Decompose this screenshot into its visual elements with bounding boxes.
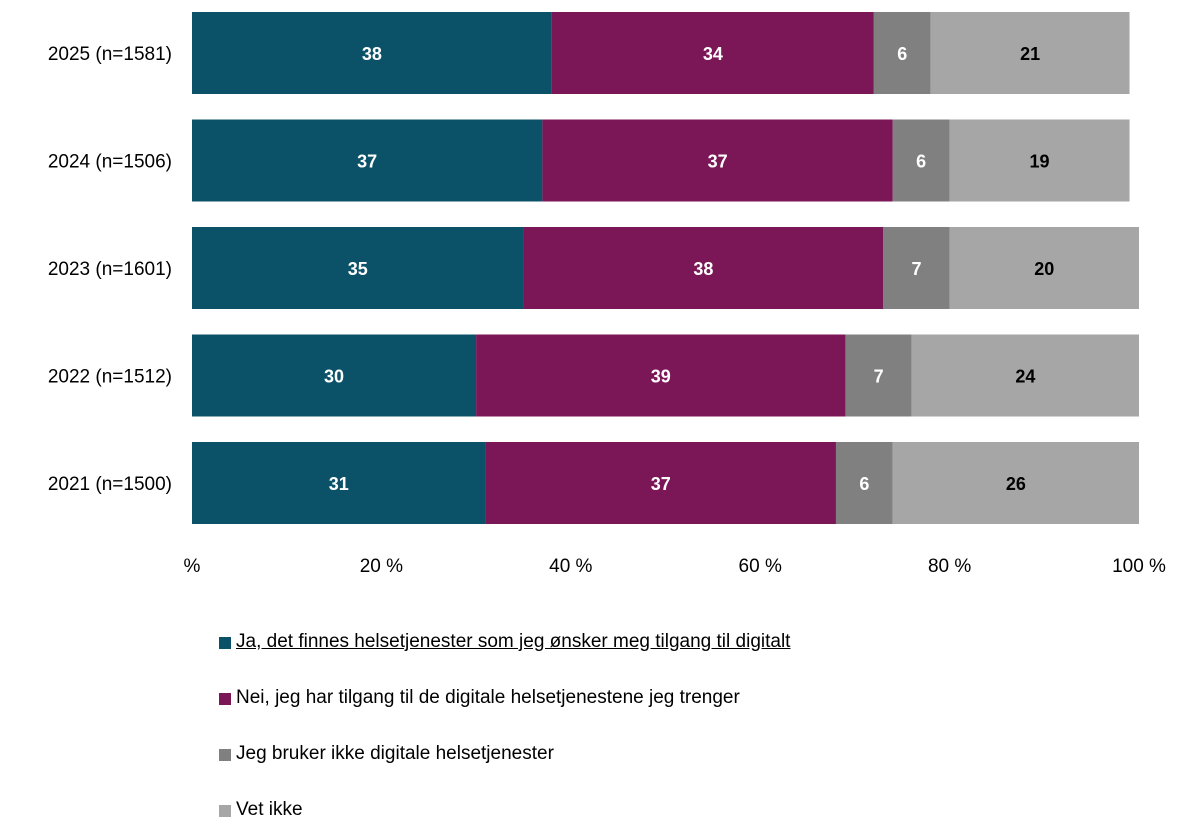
- category-label: 2024 (n=1506): [48, 152, 172, 173]
- bar-segment: [192, 119, 543, 202]
- data-label: 37: [357, 152, 377, 172]
- x-tick-label: 100 %: [1112, 556, 1166, 577]
- data-label: 39: [651, 367, 671, 387]
- bar-segment: [192, 334, 477, 417]
- bar-segment: [949, 227, 1139, 309]
- bar-segment: [835, 442, 893, 524]
- bar-segment: [892, 119, 950, 202]
- bar-segment: [192, 227, 524, 309]
- legend-swatch: [219, 637, 231, 649]
- bar-segment: [192, 442, 486, 524]
- category-label: 2022 (n=1512): [48, 367, 172, 388]
- data-label: 34: [703, 44, 723, 64]
- stacked-bar-chart: 2025 (n=1581) 38 34 6 21 2024 (n=1506) 37 37 6 19…: [48, 12, 1166, 577]
- data-label: 35: [348, 259, 368, 279]
- data-label: 7: [874, 367, 884, 387]
- legend-label: Nei, jeg har tilgang til de digitale hel…: [236, 687, 740, 708]
- x-tick-label: 80 %: [928, 556, 971, 577]
- legend-item: Ja, det finnes helsetjenester som jeg øn…: [219, 614, 790, 670]
- data-label: 26: [1006, 474, 1026, 494]
- data-label: 37: [708, 152, 728, 172]
- category-label: 2025 (n=1581): [48, 44, 172, 65]
- x-tick-label: %: [184, 556, 201, 577]
- x-tick-label: 60 %: [739, 556, 782, 577]
- bar-segment: [192, 12, 552, 94]
- data-label: 24: [1015, 367, 1035, 387]
- data-label: 20: [1034, 259, 1054, 279]
- category-label: 2023 (n=1601): [48, 259, 172, 280]
- bar-segment: [873, 12, 931, 94]
- legend-swatch: [219, 749, 231, 761]
- bar-segment: [845, 334, 912, 417]
- x-tick-label: 40 %: [549, 556, 592, 577]
- data-label: 6: [916, 152, 926, 172]
- bar-segment: [551, 12, 874, 94]
- bar-segment: [949, 119, 1130, 202]
- legend-label: Ja, det finnes helsetjenester som jeg øn…: [236, 631, 791, 652]
- legend-label: Vet ikke: [236, 799, 303, 820]
- bar-segment: [542, 119, 893, 202]
- data-label: 6: [897, 44, 907, 64]
- bar-segment: [930, 12, 1130, 94]
- data-label: 21: [1020, 44, 1040, 64]
- data-label: 38: [693, 259, 713, 279]
- legend: Ja, det finnes helsetjenester som jeg øn…: [219, 614, 790, 838]
- legend-swatch: [219, 805, 231, 817]
- legend-label: Jeg bruker ikke digitale helsetjenester: [236, 743, 554, 764]
- legend-item: Nei, jeg har tilgang til de digitale hel…: [219, 670, 790, 726]
- data-label: 30: [324, 367, 344, 387]
- bar-segment: [883, 227, 950, 309]
- legend-item: Jeg bruker ikke digitale helsetjenester: [219, 726, 790, 782]
- data-label: 7: [911, 259, 921, 279]
- bar-segment: [911, 334, 1139, 417]
- data-label: 31: [329, 474, 349, 494]
- category-label: 2021 (n=1500): [48, 474, 172, 495]
- legend-item: Vet ikke: [219, 782, 790, 838]
- bar-segment: [523, 227, 884, 309]
- data-label: 37: [651, 474, 671, 494]
- data-label: 38: [362, 44, 382, 64]
- x-tick-label: 20 %: [360, 556, 403, 577]
- bar-segment: [892, 442, 1139, 524]
- data-label: 19: [1030, 152, 1050, 172]
- legend-swatch: [219, 693, 231, 705]
- bar-segment: [476, 334, 846, 417]
- data-label: 6: [859, 474, 869, 494]
- bar-segment: [485, 442, 836, 524]
